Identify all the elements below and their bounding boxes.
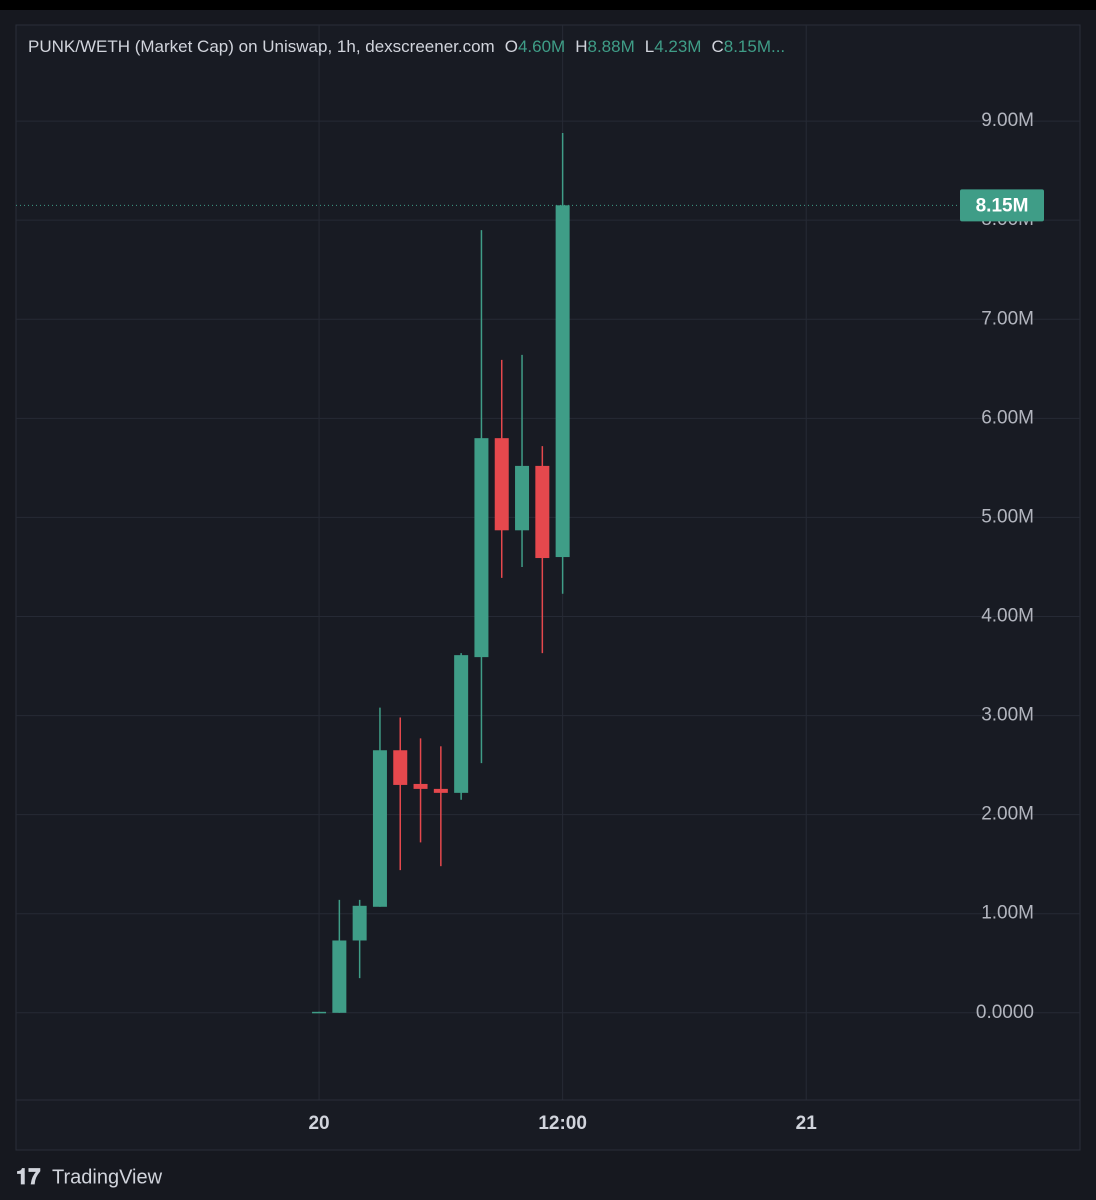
candle-body (352, 905, 367, 941)
legend-value: 8.15M... (724, 37, 785, 56)
branding: 𝟏𝟕 TradingView (16, 1164, 163, 1189)
legend-key: O (505, 37, 518, 56)
candle-body (372, 750, 387, 907)
legend-value: 8.88M (587, 37, 634, 56)
candle-body (332, 940, 347, 1013)
brand-name: TradingView (52, 1166, 163, 1188)
x-tick-label: 12:00 (538, 1113, 587, 1134)
y-tick-label: 7.00M (981, 308, 1034, 329)
legend: PUNK/WETH (Market Cap) on Uniswap, 1h, d… (28, 37, 785, 56)
candle-body (515, 465, 530, 531)
last-price-tag (960, 189, 1044, 222)
last-price-label: 8.15M (976, 195, 1029, 216)
candles (16, 132, 960, 1014)
y-tick-label: 5.00M (981, 506, 1034, 527)
legend-key: L (645, 37, 654, 56)
candle-body (535, 465, 550, 559)
candle-body (393, 750, 408, 785)
legend-value: 4.60M (518, 37, 565, 56)
legend-title: PUNK/WETH (Market Cap) on Uniswap, 1h, d… (28, 37, 495, 56)
y-tick-label: 9.00M (981, 110, 1034, 131)
x-tick-label: 20 (308, 1113, 329, 1134)
legend-value: 4.23M (654, 37, 701, 56)
candle-body (474, 438, 489, 658)
y-tick-label: 2.00M (981, 804, 1034, 825)
y-tick-label: 1.00M (981, 903, 1034, 924)
y-tick-label: 0.0000 (976, 1002, 1034, 1023)
axes: 0.0000 1.00M 2.00M 3.00M 4.00M 5.00M 6.00M 7.00… (308, 110, 1044, 1134)
candle-body (494, 438, 509, 531)
y-tick-label: 6.00M (981, 407, 1034, 428)
x-tick-label: 21 (796, 1113, 818, 1134)
grid (16, 25, 1080, 1100)
candle-body (433, 788, 448, 793)
logo: 𝟏𝟕 (16, 1164, 41, 1189)
candle-body (555, 205, 570, 558)
chart-pane (15, 24, 1081, 1151)
y-tick-label: 3.00M (981, 705, 1034, 726)
y-tick-label: 4.00M (981, 606, 1034, 627)
candle-body (413, 783, 428, 789)
candle-body (312, 1011, 327, 1014)
legend-key: H (575, 37, 587, 56)
candle-body (454, 655, 469, 793)
legend-key: C (711, 37, 723, 56)
